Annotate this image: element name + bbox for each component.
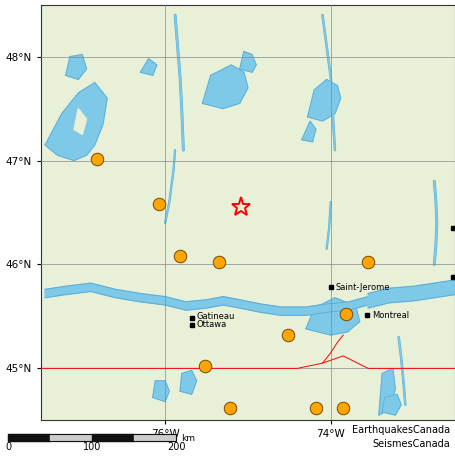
Polygon shape — [240, 51, 256, 72]
Polygon shape — [45, 83, 107, 161]
Text: 100: 100 — [83, 442, 101, 452]
Text: Ottawa: Ottawa — [197, 320, 227, 329]
Polygon shape — [306, 297, 360, 335]
Polygon shape — [308, 79, 341, 121]
Text: 0: 0 — [5, 442, 11, 452]
Polygon shape — [153, 381, 169, 402]
Polygon shape — [66, 55, 86, 79]
Polygon shape — [368, 280, 455, 308]
Bar — [134, 434, 176, 441]
Text: Montreal: Montreal — [372, 311, 410, 320]
Text: km: km — [181, 434, 195, 443]
Text: SeismesCanada: SeismesCanada — [372, 439, 450, 449]
Polygon shape — [202, 65, 248, 109]
Text: Saint-Jerome: Saint-Jerome — [336, 283, 390, 292]
Bar — [50, 434, 92, 441]
Bar — [92, 434, 134, 441]
Polygon shape — [74, 109, 86, 134]
Polygon shape — [180, 370, 197, 394]
Text: EarthquakesCanada: EarthquakesCanada — [352, 425, 450, 435]
Polygon shape — [382, 394, 401, 415]
Text: Gatineau: Gatineau — [197, 312, 235, 321]
Text: 200: 200 — [167, 442, 185, 452]
Polygon shape — [45, 283, 368, 315]
Polygon shape — [140, 59, 157, 75]
Polygon shape — [379, 368, 395, 415]
Bar — [8, 434, 176, 441]
Polygon shape — [302, 121, 316, 142]
Bar — [8, 434, 50, 441]
